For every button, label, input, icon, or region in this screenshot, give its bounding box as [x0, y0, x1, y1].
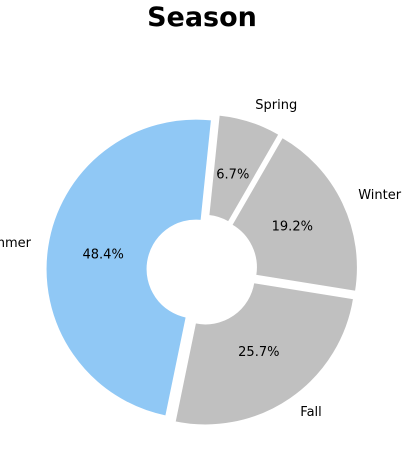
- pie-category-label-winter: Winter: [358, 188, 402, 203]
- pie-slice-fall: [174, 282, 355, 426]
- pie-slice-spring: [208, 114, 280, 223]
- pie-slice-winter: [231, 136, 358, 292]
- pie-pct-label-summer: 48.4%: [83, 247, 124, 262]
- pie-pct-label-spring: 6.7%: [216, 167, 249, 182]
- pie-category-label-fall: Fall: [300, 405, 321, 420]
- chart-title: Season: [147, 2, 257, 33]
- pie-pct-label-winter: 19.2%: [272, 220, 313, 235]
- pie-category-label-spring: Spring: [255, 98, 297, 113]
- pie-slice-summer: [45, 118, 212, 417]
- pie-pct-label-fall: 25.7%: [238, 345, 279, 360]
- pie-category-label-summer: Summer: [0, 236, 32, 251]
